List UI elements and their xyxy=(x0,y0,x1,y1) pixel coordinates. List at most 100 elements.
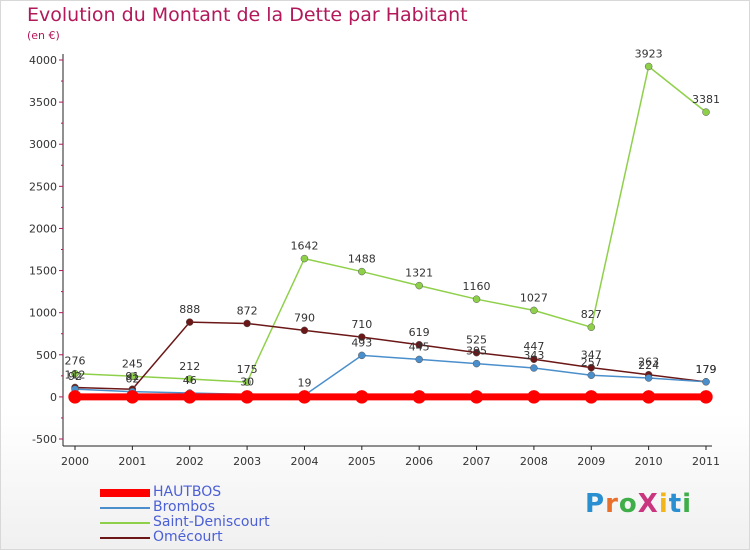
data-point xyxy=(355,390,369,404)
x-tick-label: 2000 xyxy=(61,455,89,468)
chart-axes: -500 0 500 1000 1500 2000 2500 3000 3500 4000 2000… xyxy=(29,54,720,468)
x-tick-label: 2006 xyxy=(405,455,433,468)
x-tick-label: 2004 xyxy=(290,455,318,468)
data-label: 710 xyxy=(351,318,372,331)
legend-item: Saint-Deniscourt xyxy=(100,514,360,531)
legend-label: HAUTBOS xyxy=(153,484,222,500)
data-label: 179 xyxy=(696,363,717,376)
y-tick-label: 4000 xyxy=(29,54,57,67)
data-point xyxy=(185,318,194,326)
data-point xyxy=(185,375,194,383)
data-point xyxy=(584,390,599,404)
data-label: 62 xyxy=(125,373,139,386)
data-label: 888 xyxy=(179,303,200,316)
chart-unit-label: (en €) xyxy=(27,29,60,42)
chart-data-labels: 276 245 212 175 1642 1488 1321 1160 1027 827 3923 3… xyxy=(65,47,721,389)
data-label: 179 xyxy=(696,363,717,376)
y-tick-label: 2500 xyxy=(29,180,57,193)
data-point xyxy=(300,326,309,335)
data-point xyxy=(240,390,254,404)
data-point xyxy=(68,390,82,404)
data-point xyxy=(182,390,197,404)
y-tick-label: 2000 xyxy=(29,222,57,235)
logo-letter: X xyxy=(637,489,659,519)
x-tick-label: 2003 xyxy=(233,455,261,468)
data-label: 1160 xyxy=(463,280,491,293)
x-tick-label: 2010 xyxy=(635,455,663,468)
data-point xyxy=(358,351,366,360)
data-point xyxy=(358,333,366,341)
data-label: 257 xyxy=(581,356,602,369)
x-tick-label: 2002 xyxy=(176,455,204,468)
series-hautbos xyxy=(68,390,713,404)
chart-series xyxy=(68,62,713,404)
data-label: 19 xyxy=(297,376,311,389)
data-point xyxy=(415,281,423,290)
data-point xyxy=(472,359,481,368)
data-label: 790 xyxy=(294,311,315,324)
data-point xyxy=(358,267,366,276)
data-label: 224 xyxy=(638,359,659,372)
data-label: 525 xyxy=(466,334,487,347)
data-label: 3381 xyxy=(692,93,720,106)
series-line xyxy=(74,354,707,397)
x-tick-label: 2009 xyxy=(577,455,605,468)
data-point xyxy=(644,62,653,71)
data-point xyxy=(587,323,596,331)
x-tick-label: 2007 xyxy=(463,455,491,468)
logo-letter: i xyxy=(658,489,669,519)
data-point xyxy=(469,390,484,404)
chart-legend: HAUTBOS Brombos Saint-Deniscourt Omécourt xyxy=(100,484,360,546)
legend-swatch xyxy=(100,522,150,524)
proxiti-logo: ProXiti xyxy=(585,489,692,519)
data-label: 343 xyxy=(523,349,544,362)
logo-letter: i xyxy=(682,489,693,519)
data-label: 212 xyxy=(179,360,200,373)
chart-title: Evolution du Montant de la Dette par Hab… xyxy=(27,4,468,26)
data-label: 827 xyxy=(581,308,602,321)
data-label: 30 xyxy=(240,375,254,388)
data-label: 263 xyxy=(638,356,659,369)
data-label: 1488 xyxy=(348,253,376,266)
data-label: 395 xyxy=(466,345,487,358)
logo-letter: P xyxy=(585,489,606,519)
series-brombos xyxy=(71,351,710,400)
series-line xyxy=(74,321,707,390)
y-tick-label: 1000 xyxy=(29,307,57,320)
data-label: 619 xyxy=(409,326,430,339)
logo-letter: r xyxy=(605,489,619,519)
data-point xyxy=(644,374,653,382)
data-label: 493 xyxy=(351,336,372,349)
data-label: 46 xyxy=(183,374,197,387)
data-label: 445 xyxy=(409,340,430,353)
y-tick-label: 0 xyxy=(50,391,57,404)
legend-swatch xyxy=(100,507,150,509)
x-tick-label: 2008 xyxy=(520,455,548,468)
y-tick-label: -500 xyxy=(32,433,57,446)
legend-swatch xyxy=(100,489,150,497)
legend-item: HAUTBOS xyxy=(100,484,360,501)
data-label: 1027 xyxy=(520,291,548,304)
legend-swatch xyxy=(100,537,150,539)
series-om-court xyxy=(71,318,710,393)
data-point xyxy=(128,372,137,381)
data-label: 175 xyxy=(237,363,258,376)
data-point xyxy=(412,390,426,404)
legend-item: Brombos xyxy=(100,499,360,516)
data-label: 872 xyxy=(237,304,258,317)
x-tick-label: 2001 xyxy=(118,455,146,468)
data-point xyxy=(243,378,251,386)
data-point xyxy=(702,378,710,386)
logo-letter: o xyxy=(618,489,638,519)
x-tick-label: 2005 xyxy=(348,455,376,468)
data-label: 3923 xyxy=(635,47,663,60)
logo-letter: t xyxy=(668,489,683,519)
legend-item: Omécourt xyxy=(100,529,360,546)
data-point xyxy=(702,108,710,116)
data-label: 92 xyxy=(68,370,82,383)
y-tick-label: 3000 xyxy=(29,138,57,151)
legend-label: Brombos xyxy=(153,499,216,515)
data-point xyxy=(125,390,140,404)
data-label: 276 xyxy=(65,355,86,368)
